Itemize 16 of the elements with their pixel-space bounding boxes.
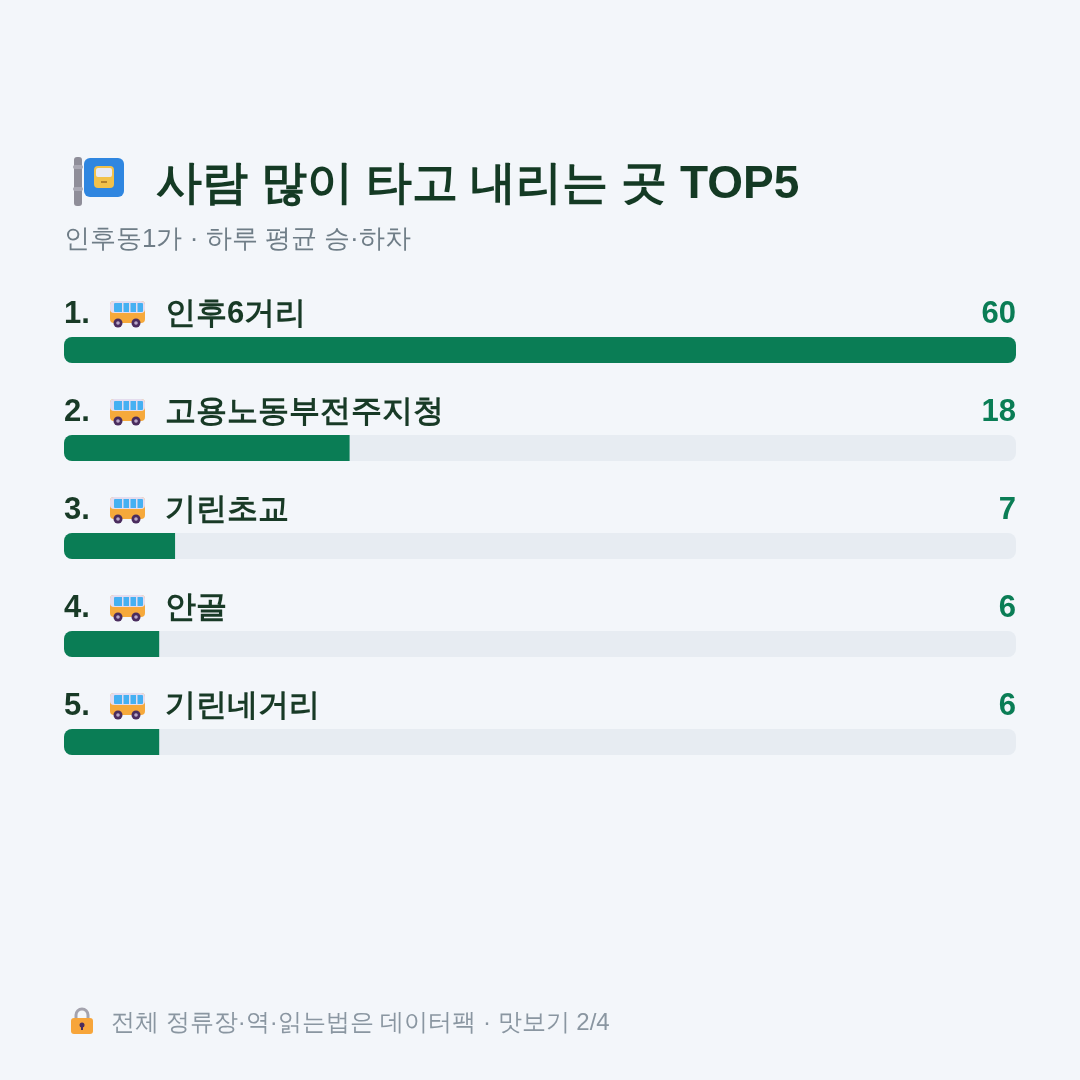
data-label: 60 — [981, 295, 1016, 330]
category-label: 5. 기린네거리 — [64, 687, 320, 722]
category-label: 1. 인후6거리 — [64, 295, 307, 330]
category-label: 2. 고용노동부전주지청 — [64, 393, 444, 428]
chart-subtitle: 인후동1가 · 하루 평균 승·하차 — [64, 223, 411, 253]
bar — [64, 729, 160, 755]
bar — [64, 631, 160, 657]
data-label: 6 — [998, 687, 1016, 722]
data-label: 6 — [998, 589, 1016, 624]
data-label: 18 — [981, 393, 1016, 428]
data-label: 7 — [998, 491, 1016, 526]
category-label: 3. 기린초교 — [64, 491, 289, 526]
text: 전체 정류장·역·읽는법은 데이터팩 · 맛보기 2/4 — [111, 1008, 610, 1035]
bar — [64, 533, 176, 559]
chart-title: 사람 많이 타고 내리는 곳 TOP5 — [156, 156, 800, 208]
category-label: 4. 안골 — [64, 589, 227, 624]
